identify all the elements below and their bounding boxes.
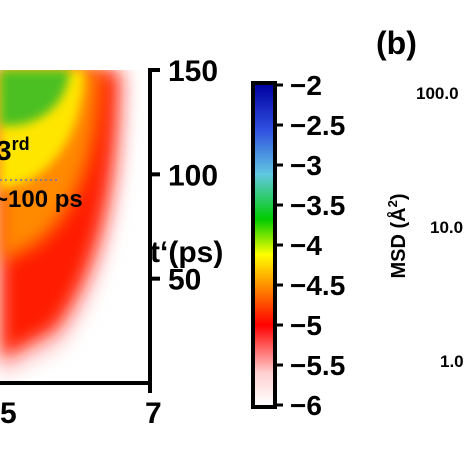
- colorbar-tick-label: −6: [290, 390, 322, 421]
- x-tick-label: 7: [145, 397, 162, 430]
- colorbar-tick-label: −3: [290, 150, 322, 181]
- svg-text:MSD (Å2): MSD (Å2): [385, 193, 410, 278]
- colorbar-tick-label: −4.5: [290, 270, 345, 301]
- heat-green-region: [0, 70, 70, 126]
- colorbar-tick-label: −2: [290, 70, 322, 101]
- panel-b-y-ticks: 100.0 10.0 1.0: [416, 84, 464, 371]
- annotation-100ps: ~100 ps: [0, 186, 83, 213]
- colorbar-tick-label: −4: [290, 230, 322, 261]
- y-tick-label: 100: [168, 159, 218, 192]
- annotation-3rd: 3rd: [0, 134, 30, 166]
- colorbar-tick-label: −5.5: [290, 350, 345, 381]
- colorbar-tick-label: −5: [290, 310, 322, 341]
- y-tick-label: 50: [168, 264, 201, 297]
- heatmap-panel-a: [0, 70, 128, 380]
- panel-b-y-tick-label: 10.0: [430, 218, 463, 237]
- colorbar-fill: [255, 85, 273, 405]
- y-axis-ticks: 150 100 50: [150, 55, 218, 297]
- panel-b-label: (b): [376, 25, 417, 61]
- x-tick-label: 5: [0, 397, 17, 430]
- y-tick-label: 150: [168, 55, 218, 88]
- colorbar-tick-label: −3.5: [290, 190, 345, 221]
- panel-b-y-tick-label: 100.0: [416, 84, 459, 103]
- panel-b-y-tick-label: 1.0: [440, 352, 464, 371]
- y-axis-label: t‘(ps): [150, 236, 223, 269]
- colorbar-ticks: −2 −2.5 −3 −3.5 −4 −4.5 −5 −5.5 −6: [275, 70, 345, 421]
- colorbar-tick-label: −2.5: [290, 110, 345, 141]
- msd-axis-label: MSD (Å2): [385, 193, 410, 278]
